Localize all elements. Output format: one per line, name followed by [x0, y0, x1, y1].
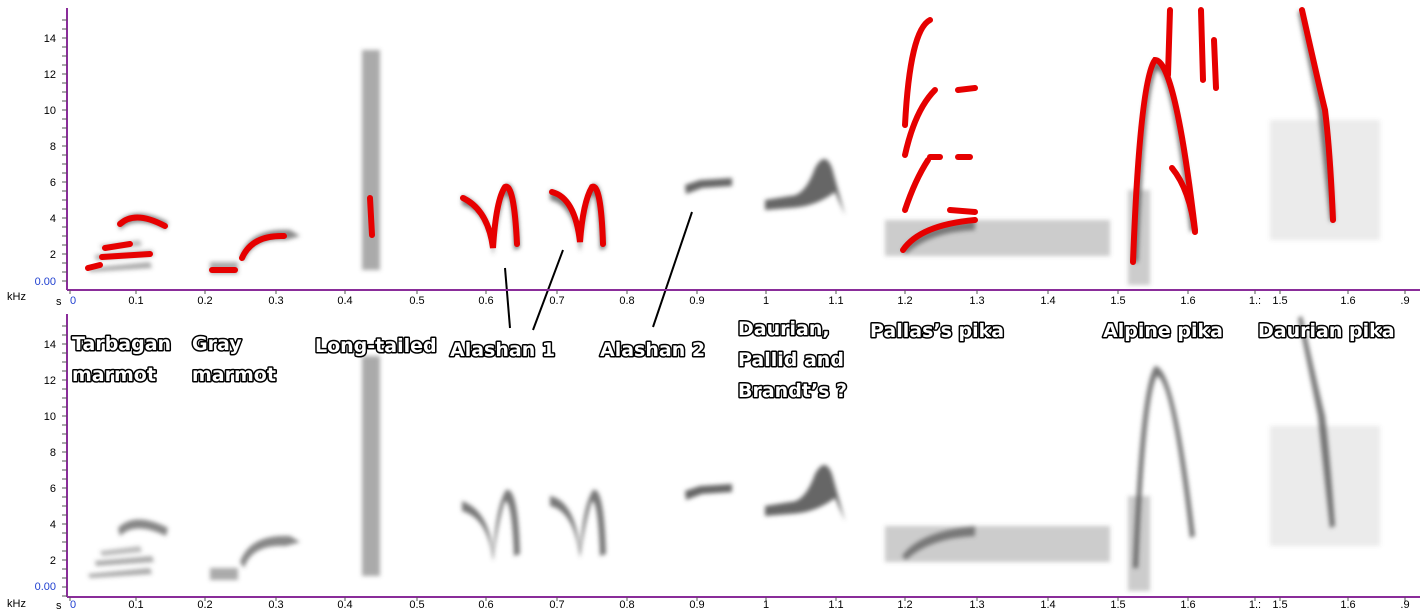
x-tick-label: 1.: [1249, 599, 1261, 611]
x-tick-label: .9 [1400, 599, 1409, 611]
x-tick-label: 0.4 [337, 295, 352, 307]
x-tick-label: 0.7 [549, 295, 564, 307]
x-tick-label: 1.5 [1272, 599, 1287, 611]
y-tick-label: 2 [50, 249, 56, 261]
x-tick-label: 1.2 [897, 599, 912, 611]
x-tick-label: 0.5 [409, 599, 424, 611]
x-tick-label: 0.9 [689, 295, 704, 307]
x-tick-label: 0.6 [478, 295, 493, 307]
x-tick-label: 0.8 [619, 295, 634, 307]
y-unit: kHz [7, 598, 26, 610]
x-tick-label: 0.3 [268, 295, 283, 307]
x-unit: s [56, 296, 62, 308]
x-tick-label: 0 [70, 295, 76, 307]
x-tick-label: .9 [1400, 295, 1409, 307]
x-tick-label: 1 [763, 295, 769, 307]
x-tick-label: 1.1 [828, 599, 843, 611]
x-tick-label: 1.: [1249, 295, 1261, 307]
x-tick-label: 1.4 [1040, 295, 1055, 307]
x-tick-label: 1.3 [969, 295, 984, 307]
y-tick-label: 8 [50, 141, 56, 153]
species-label: Pallid and [738, 349, 844, 371]
y-tick-label: 0.00 [35, 276, 56, 288]
y-tick-label: 6 [50, 177, 56, 189]
x-tick-label: 1.6 [1180, 599, 1195, 611]
species-label: Brandt’s ? [738, 380, 847, 402]
species-label: Pallas’s pika [870, 320, 1004, 342]
x-unit: s [56, 600, 62, 611]
x-tick-label: 0.2 [197, 599, 212, 611]
y-tick-label: 2 [50, 555, 56, 567]
x-tick-label: 0.1 [128, 295, 143, 307]
pointer-lines [504, 211, 693, 331]
x-tick-label: 0.6 [478, 599, 493, 611]
y-tick-label: 14 [44, 33, 56, 45]
species-label: Long-tailed [315, 335, 437, 357]
y-tick-label: 0.00 [35, 581, 56, 593]
x-tick-label: 1.6 [1340, 295, 1355, 307]
species-label: marmot [72, 364, 156, 386]
y-tick-label: 6 [50, 483, 56, 495]
species-label: Daurian pika [1258, 320, 1395, 342]
species-label: Alashan 1 [450, 339, 555, 361]
x-tick-label: 1.6 [1340, 599, 1355, 611]
y-tick-label: 14 [44, 339, 56, 351]
x-tick-label: 0.2 [197, 295, 212, 307]
x-tick-label: 1.2 [897, 295, 912, 307]
x-tick-label: 0 [70, 599, 76, 611]
x-tick-label: 0.4 [337, 599, 352, 611]
x-tick-label: 0.3 [268, 599, 283, 611]
x-tick-label: 1.5 [1272, 295, 1287, 307]
x-tick-label: 1.1 [828, 295, 843, 307]
x-tick-label: 1 [763, 599, 769, 611]
species-label: Alpine pika [1103, 320, 1223, 342]
y-tick-label: 10 [44, 105, 56, 117]
y-tick-label: 12 [44, 375, 56, 387]
y-tick-label: 8 [50, 447, 56, 459]
x-tick-label: 0.1 [128, 599, 143, 611]
x-tick-label: 0.8 [619, 599, 634, 611]
y-tick-label: 12 [44, 69, 56, 81]
species-label: Daurian, [738, 318, 830, 340]
species-label: Tarbagan [72, 333, 171, 355]
x-tick-label: 1.6 [1180, 295, 1195, 307]
bottom-spectrogram [88, 316, 1380, 591]
x-tick-label: 1.3 [969, 599, 984, 611]
species-label: Gray [192, 333, 242, 355]
x-tick-label: 0.5 [409, 295, 424, 307]
species-label: marmot [192, 364, 276, 386]
top-spectrogram [85, 7, 1380, 285]
x-tick-label: 0.9 [689, 599, 704, 611]
y-tick-label: 4 [50, 213, 56, 225]
x-tick-label: 1.4 [1040, 599, 1055, 611]
x-tick-label: 0.7 [549, 599, 564, 611]
y-tick-label: 10 [44, 411, 56, 423]
species-label: Alashan 2 [600, 339, 705, 361]
y-unit: kHz [7, 291, 26, 303]
x-tick-label: 1.5 [1110, 599, 1125, 611]
y-tick-label: 4 [50, 519, 56, 531]
x-tick-label: 1.5 [1110, 295, 1125, 307]
